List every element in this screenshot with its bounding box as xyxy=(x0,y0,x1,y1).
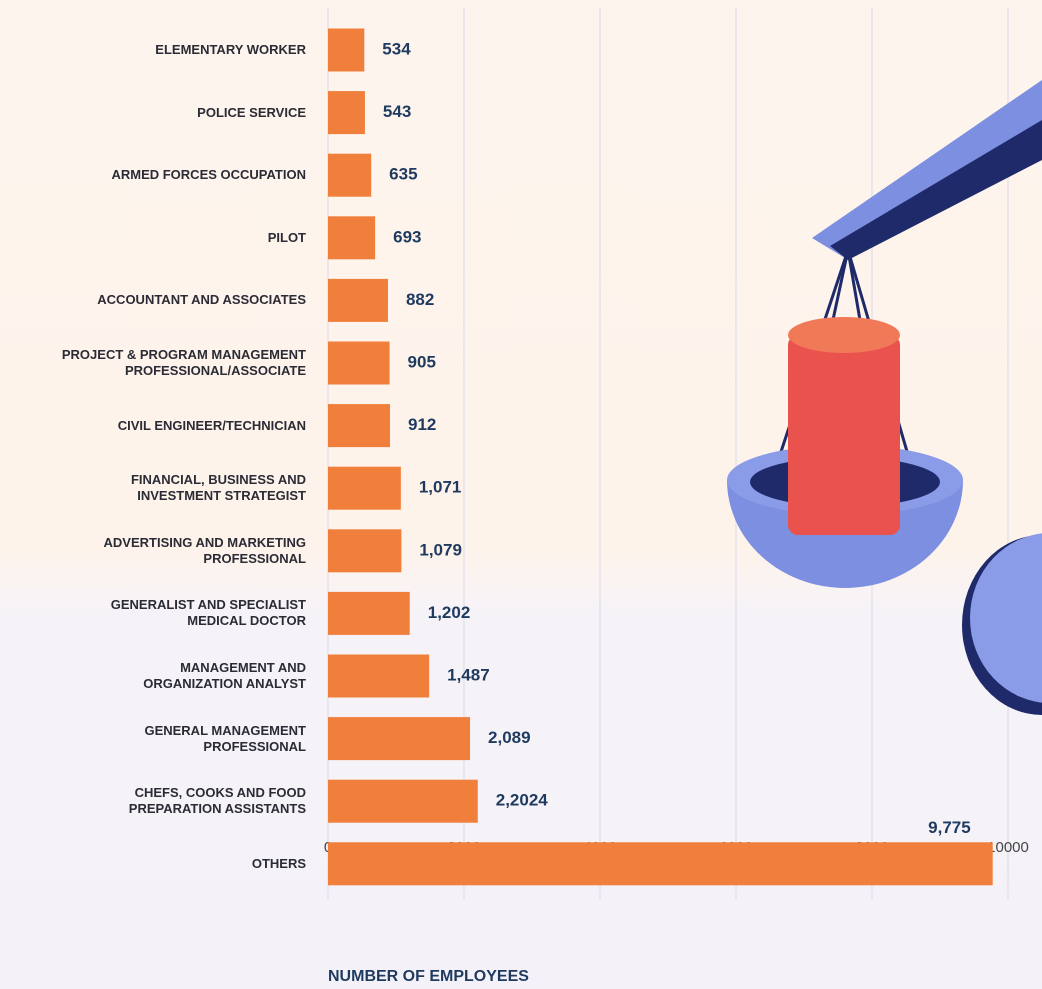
bar xyxy=(328,216,376,260)
y-tick-label: ELEMENTARY WORKER xyxy=(155,42,306,57)
value-label: 2,2024 xyxy=(496,791,549,810)
y-tick-label: POLICE SERVICE xyxy=(197,104,306,120)
bar xyxy=(328,278,388,322)
y-tick-label: PROJECT & PROGRAM MANAGEMENT PROFESSIONA… xyxy=(61,347,306,378)
y-tick-label: ARMED FORCES OCCUPATION xyxy=(111,167,306,183)
y-tick-label: OTHERS xyxy=(251,855,306,871)
value-label: 905 xyxy=(408,352,436,371)
bar xyxy=(328,341,390,385)
bar xyxy=(328,404,391,448)
value-label: 534 xyxy=(382,39,411,58)
y-tick-label: CIVIL ENGINEER/TECHNICIAN xyxy=(117,417,306,433)
value-label: 1,071 xyxy=(419,478,462,497)
bar xyxy=(328,591,410,635)
value-label: 1,202 xyxy=(428,603,471,622)
y-tick-label: PILOT xyxy=(267,229,306,245)
y-tick-label: ADVERTISING AND MARKETING PROFESSIONAL xyxy=(103,534,306,566)
value-label: 693 xyxy=(393,227,421,246)
value-label: 912 xyxy=(408,415,436,434)
x-axis-title: NUMBER OF EMPLOYEES xyxy=(328,968,529,985)
value-label: 9,775 xyxy=(928,818,971,837)
value-label: 543 xyxy=(383,102,411,121)
bar xyxy=(328,529,402,573)
value-label: 1,487 xyxy=(447,665,490,684)
y-tick-label: ACCOUNTANT AND ASSOCIATES xyxy=(97,292,306,308)
y-tick-label: GENERALIST AND SPECIALIST MEDICAL DOCTOR xyxy=(110,597,306,629)
bar xyxy=(328,466,401,510)
illustration xyxy=(727,80,1042,715)
bar xyxy=(328,28,365,72)
value-label: 635 xyxy=(389,165,417,184)
value-label: 2,089 xyxy=(488,728,531,747)
bar xyxy=(328,779,478,823)
value-label: 1,079 xyxy=(419,540,462,559)
y-tick-label: GENERAL MANAGEMENT PROFESSIONAL xyxy=(144,722,306,754)
y-tick-label: FINANCIAL, BUSINESS AND INVESTMENT STRAT… xyxy=(130,472,306,504)
bar xyxy=(328,153,372,197)
bar xyxy=(328,654,430,698)
y-tick-label: CHEFS, COOKS AND FOOD PREPARATION ASSIST… xyxy=(128,785,306,817)
bar xyxy=(328,91,365,135)
bar xyxy=(328,842,993,886)
y-tick-label: MANAGEMENT AND ORGANIZATION ANALYST xyxy=(143,660,306,691)
bar xyxy=(328,717,471,761)
x-tick-label: 10000 xyxy=(987,839,1029,856)
value-label: 882 xyxy=(406,290,434,309)
